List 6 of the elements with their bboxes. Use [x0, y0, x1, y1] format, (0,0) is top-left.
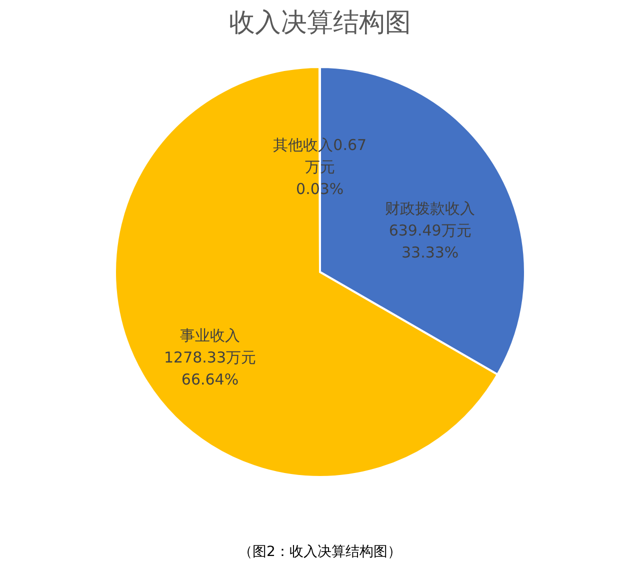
data-label: 1278.33万元 66.64% — [164, 348, 256, 389]
slice-label: 事业收入 — [180, 326, 240, 345]
data-label: 639.49万元 33.33% — [388, 221, 472, 262]
text: （图2：收入决算结构图） — [238, 544, 402, 560]
slice-label: 财政拨款收入 — [385, 199, 476, 218]
chart-title: 收入决算结构图 — [229, 8, 411, 38]
